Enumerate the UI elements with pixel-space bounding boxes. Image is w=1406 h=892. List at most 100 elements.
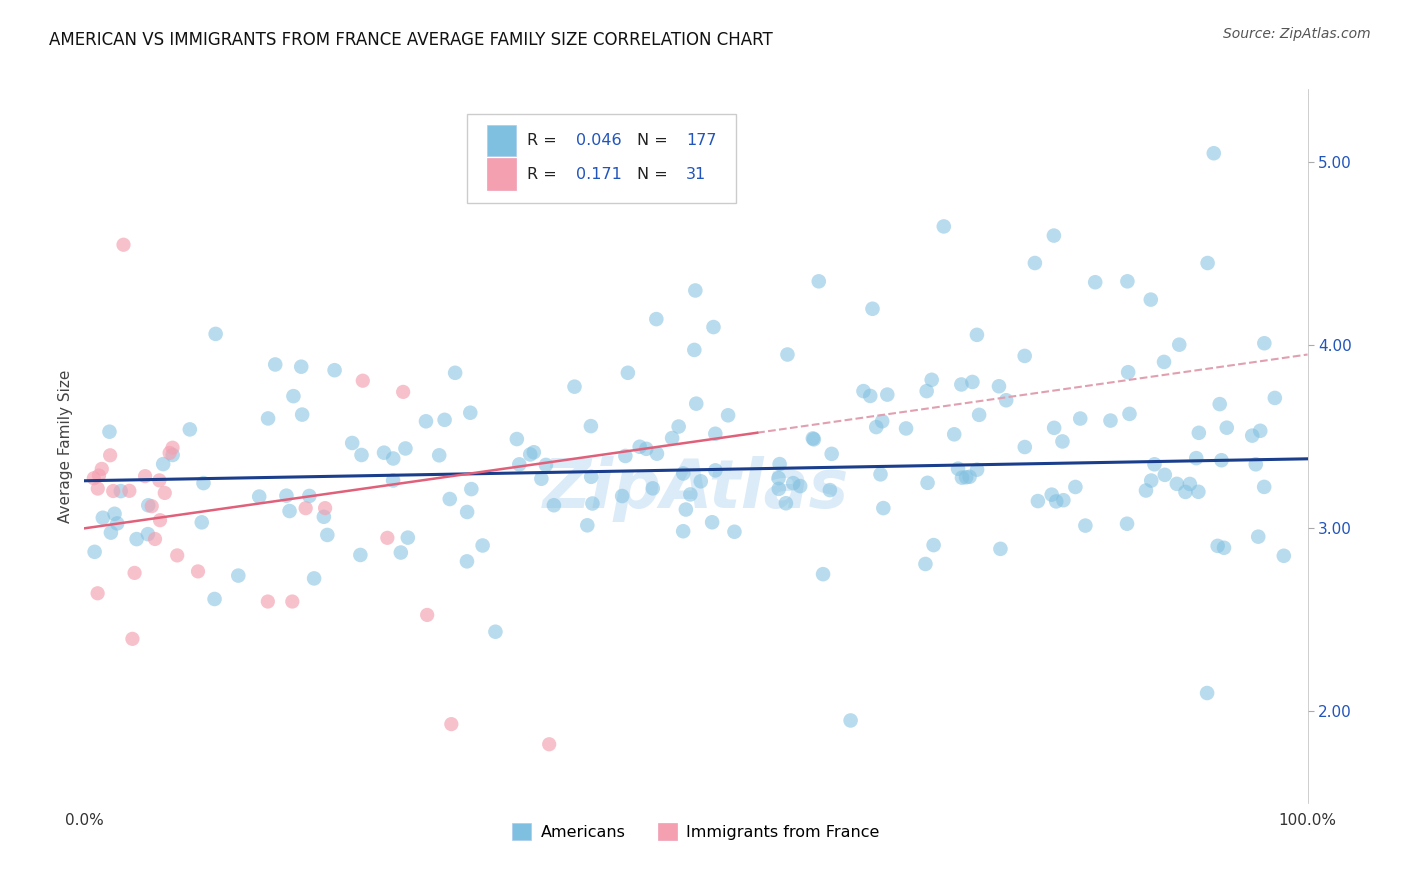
Point xyxy=(679,487,702,501)
Point xyxy=(1241,428,1264,442)
Point xyxy=(689,475,711,489)
Point xyxy=(645,312,668,326)
Point xyxy=(768,471,790,485)
Point xyxy=(921,373,943,387)
Point xyxy=(685,397,707,411)
Point xyxy=(1213,541,1236,555)
FancyBboxPatch shape xyxy=(467,114,737,203)
Point xyxy=(86,586,108,600)
Point xyxy=(988,379,1011,393)
Point xyxy=(966,327,988,342)
Point xyxy=(862,301,884,316)
Point xyxy=(98,425,121,439)
Point xyxy=(136,527,159,541)
Point xyxy=(1045,494,1067,508)
Point xyxy=(675,502,697,516)
Point xyxy=(1202,146,1225,161)
Point xyxy=(523,445,546,459)
Point xyxy=(204,592,226,607)
Point xyxy=(456,505,478,519)
Point xyxy=(1197,256,1219,270)
Point xyxy=(136,498,159,512)
Point xyxy=(576,518,599,533)
Point xyxy=(392,384,415,399)
Point xyxy=(700,515,723,529)
Point xyxy=(869,467,891,482)
Point xyxy=(1153,467,1175,482)
Point xyxy=(439,491,461,506)
Point xyxy=(685,284,707,298)
Point xyxy=(458,406,481,420)
Point xyxy=(915,384,938,398)
Point xyxy=(818,483,841,497)
Point xyxy=(683,343,706,357)
Point xyxy=(534,458,557,472)
Point xyxy=(1185,451,1208,466)
Point xyxy=(610,489,633,503)
Point xyxy=(702,320,724,334)
Point xyxy=(990,541,1012,556)
Point xyxy=(1043,228,1066,243)
Point xyxy=(1143,458,1166,472)
Point xyxy=(955,470,977,484)
Point xyxy=(1187,484,1209,499)
Point xyxy=(141,499,163,513)
Point xyxy=(382,451,405,466)
Point xyxy=(530,472,553,486)
Point xyxy=(281,594,304,608)
Point xyxy=(1253,336,1275,351)
Point xyxy=(769,457,792,471)
Point xyxy=(821,447,844,461)
Point xyxy=(950,377,973,392)
Point xyxy=(865,420,887,434)
Point xyxy=(396,531,419,545)
Point xyxy=(967,408,990,422)
Point xyxy=(98,448,121,462)
Point xyxy=(995,393,1018,408)
Point xyxy=(538,737,561,751)
Point xyxy=(350,448,373,462)
Point xyxy=(1116,274,1139,288)
Text: 31: 31 xyxy=(686,167,706,182)
Point xyxy=(100,525,122,540)
Point xyxy=(148,474,170,488)
Point xyxy=(427,448,450,462)
Point xyxy=(290,359,312,374)
Point xyxy=(564,379,586,393)
Point xyxy=(519,447,541,461)
Point xyxy=(1216,420,1239,434)
Point xyxy=(433,413,456,427)
Point xyxy=(460,482,482,496)
Point xyxy=(125,532,148,546)
Point xyxy=(614,449,637,463)
Point xyxy=(1264,391,1286,405)
Point xyxy=(803,433,825,447)
Point xyxy=(628,440,651,454)
Point xyxy=(83,545,105,559)
Point xyxy=(153,486,176,500)
FancyBboxPatch shape xyxy=(486,159,516,190)
Point xyxy=(389,545,412,559)
Point xyxy=(1099,413,1122,427)
Point xyxy=(950,470,973,484)
Point xyxy=(349,548,371,562)
Point xyxy=(1253,480,1275,494)
Text: R =: R = xyxy=(527,133,562,148)
Point xyxy=(162,441,184,455)
Point xyxy=(83,471,105,485)
Point xyxy=(1043,421,1066,435)
Point xyxy=(247,490,270,504)
Point xyxy=(506,432,529,446)
Point xyxy=(946,461,969,475)
Point xyxy=(352,374,374,388)
Point xyxy=(852,384,875,398)
Point xyxy=(323,363,346,377)
Point xyxy=(922,538,945,552)
Point xyxy=(579,470,602,484)
Point xyxy=(672,524,695,539)
Point xyxy=(312,509,335,524)
Point xyxy=(1064,480,1087,494)
Point xyxy=(179,422,201,436)
Text: Source: ZipAtlas.com: Source: ZipAtlas.com xyxy=(1223,27,1371,41)
Point xyxy=(668,419,690,434)
